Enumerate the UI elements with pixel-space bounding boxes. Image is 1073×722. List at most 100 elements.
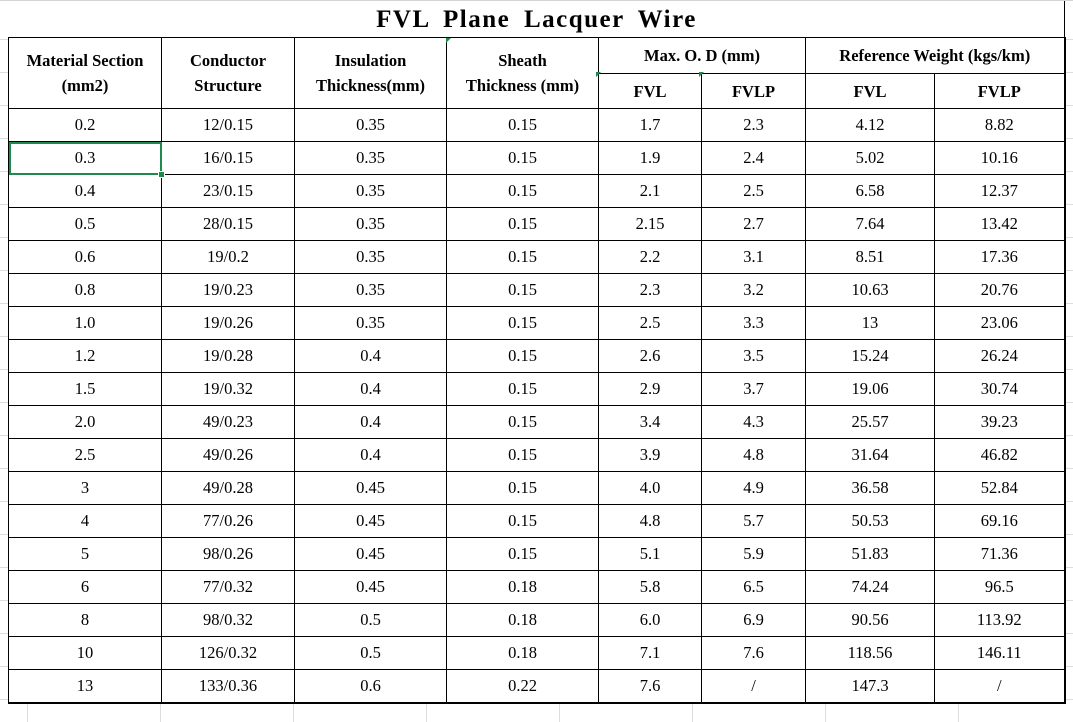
cell-sheath-thickness[interactable]: 0.15: [446, 273, 599, 307]
cell-od-fvlp[interactable]: 3.1: [701, 240, 806, 274]
cell-conductor-structure[interactable]: 77/0.26: [161, 504, 295, 538]
cell-od-fvlp[interactable]: 7.6: [701, 636, 806, 670]
cell-sheath-thickness[interactable]: 0.18: [446, 603, 599, 637]
cell-od-fvl[interactable]: 4.8: [598, 504, 702, 538]
header-sheath-thickness[interactable]: Sheath Thickness (mm): [446, 37, 599, 109]
cell-insulation-thickness[interactable]: 0.5: [294, 636, 447, 670]
cell-od-fvl[interactable]: 6.0: [598, 603, 702, 637]
cell-conductor-structure[interactable]: 16/0.15: [161, 141, 295, 175]
cell-conductor-structure[interactable]: 77/0.32: [161, 570, 295, 604]
cell-weight-fvl[interactable]: 50.53: [805, 504, 935, 538]
cell-material-section[interactable]: 1.0: [8, 306, 162, 340]
cell-material-section[interactable]: 10: [8, 636, 162, 670]
cell-material-section[interactable]: 0.2: [8, 108, 162, 142]
header-conductor-structure[interactable]: Conductor Structure: [161, 37, 295, 109]
cell-material-section[interactable]: 0.4: [8, 174, 162, 208]
cell-weight-fvlp[interactable]: 113.92: [933, 603, 1066, 637]
cell-weight-fvlp[interactable]: 12.37: [933, 174, 1066, 208]
cell-od-fvlp[interactable]: 6.5: [701, 570, 806, 604]
cell-sheath-thickness[interactable]: 0.18: [446, 570, 599, 604]
cell-insulation-thickness[interactable]: 0.5: [294, 603, 447, 637]
cell-sheath-thickness[interactable]: 0.15: [446, 372, 599, 406]
header-weight-fvlp[interactable]: FVLP: [933, 73, 1066, 109]
cell-weight-fvl[interactable]: 7.64: [805, 207, 935, 241]
cell-weight-fvlp[interactable]: 8.82: [933, 108, 1066, 142]
cell-weight-fvlp[interactable]: /: [933, 669, 1066, 704]
cell-od-fvlp[interactable]: 2.3: [701, 108, 806, 142]
cell-insulation-thickness[interactable]: 0.4: [294, 339, 447, 373]
cell-od-fvl[interactable]: 3.4: [598, 405, 702, 439]
cell-weight-fvlp[interactable]: 146.11: [933, 636, 1066, 670]
header-material-section[interactable]: Material Section (mm2): [8, 37, 162, 109]
cell-material-section[interactable]: 3: [8, 471, 162, 505]
cell-weight-fvlp[interactable]: 17.36: [933, 240, 1066, 274]
cell-od-fvlp[interactable]: 6.9: [701, 603, 806, 637]
cell-od-fvlp[interactable]: 2.5: [701, 174, 806, 208]
cell-weight-fvlp[interactable]: 46.82: [933, 438, 1066, 472]
cell-conductor-structure[interactable]: 19/0.26: [161, 306, 295, 340]
cell-insulation-thickness[interactable]: 0.35: [294, 174, 447, 208]
cell-sheath-thickness[interactable]: 0.15: [446, 174, 599, 208]
cell-weight-fvlp[interactable]: 20.76: [933, 273, 1066, 307]
cell-sheath-thickness[interactable]: 0.15: [446, 207, 599, 241]
cell-weight-fvl[interactable]: 4.12: [805, 108, 935, 142]
cell-insulation-thickness[interactable]: 0.4: [294, 438, 447, 472]
cell-weight-fvlp[interactable]: 10.16: [933, 141, 1066, 175]
cell-sheath-thickness[interactable]: 0.15: [446, 240, 599, 274]
cell-weight-fvl[interactable]: 90.56: [805, 603, 935, 637]
cell-material-section[interactable]: 5: [8, 537, 162, 571]
cell-od-fvlp[interactable]: 4.3: [701, 405, 806, 439]
cell-sheath-thickness[interactable]: 0.15: [446, 537, 599, 571]
cell-conductor-structure[interactable]: 133/0.36: [161, 669, 295, 704]
cell-insulation-thickness[interactable]: 0.6: [294, 669, 447, 704]
cell-od-fvlp[interactable]: 3.7: [701, 372, 806, 406]
cell-od-fvl[interactable]: 5.8: [598, 570, 702, 604]
cell-od-fvl[interactable]: 2.6: [598, 339, 702, 373]
header-max-od[interactable]: Max. O. D (mm): [598, 37, 806, 74]
cell-weight-fvlp[interactable]: 52.84: [933, 471, 1066, 505]
header-weight-fvl[interactable]: FVL: [805, 73, 935, 109]
cell-insulation-thickness[interactable]: 0.35: [294, 141, 447, 175]
header-reference-weight[interactable]: Reference Weight (kgs/km): [804, 37, 1066, 74]
cell-weight-fvl[interactable]: 5.02: [805, 141, 935, 175]
cell-sheath-thickness[interactable]: 0.15: [446, 306, 599, 340]
cell-weight-fvl[interactable]: 6.58: [805, 174, 935, 208]
cell-conductor-structure[interactable]: 19/0.2: [161, 240, 295, 274]
header-od-fvl[interactable]: FVL: [598, 73, 702, 109]
cell-weight-fvl[interactable]: 51.83: [805, 537, 935, 571]
cell-conductor-structure[interactable]: 49/0.23: [161, 405, 295, 439]
cell-sheath-thickness[interactable]: 0.15: [446, 504, 599, 538]
cell-sheath-thickness[interactable]: 0.15: [446, 405, 599, 439]
cell-od-fvl[interactable]: 3.9: [598, 438, 702, 472]
cell-od-fvlp[interactable]: 2.7: [701, 207, 806, 241]
cell-conductor-structure[interactable]: 28/0.15: [161, 207, 295, 241]
cell-od-fvl[interactable]: 2.3: [598, 273, 702, 307]
cell-weight-fvlp[interactable]: 23.06: [933, 306, 1066, 340]
header-od-fvlp[interactable]: FVLP: [701, 73, 806, 109]
cell-weight-fvl[interactable]: 74.24: [805, 570, 935, 604]
cell-weight-fvl[interactable]: 8.51: [805, 240, 935, 274]
cell-weight-fvlp[interactable]: 96.5: [933, 570, 1066, 604]
cell-material-section[interactable]: 2.0: [8, 405, 162, 439]
cell-sheath-thickness[interactable]: 0.15: [446, 339, 599, 373]
cell-insulation-thickness[interactable]: 0.45: [294, 471, 447, 505]
cell-weight-fvl[interactable]: 15.24: [805, 339, 935, 373]
sheet-title[interactable]: FVL Plane Lacquer Wire: [0, 0, 1073, 38]
cell-material-section[interactable]: 0.6: [8, 240, 162, 274]
cell-od-fvl[interactable]: 1.9: [598, 141, 702, 175]
cell-weight-fvlp[interactable]: 71.36: [933, 537, 1066, 571]
cell-insulation-thickness[interactable]: 0.35: [294, 240, 447, 274]
cell-od-fvlp[interactable]: 5.7: [701, 504, 806, 538]
cell-material-section[interactable]: 2.5: [8, 438, 162, 472]
cell-od-fvlp[interactable]: 4.9: [701, 471, 806, 505]
cell-weight-fvl[interactable]: 36.58: [805, 471, 935, 505]
header-insulation-thickness[interactable]: Insulation Thickness(mm): [294, 37, 447, 109]
cell-weight-fvl[interactable]: 147.3: [805, 669, 935, 704]
cell-conductor-structure[interactable]: 19/0.32: [161, 372, 295, 406]
cell-material-section[interactable]: 0.5: [8, 207, 162, 241]
cell-od-fvl[interactable]: 2.5: [598, 306, 702, 340]
cell-od-fvl[interactable]: 2.15: [598, 207, 702, 241]
cell-sheath-thickness[interactable]: 0.15: [446, 438, 599, 472]
cell-weight-fvl[interactable]: 25.57: [805, 405, 935, 439]
cell-material-section[interactable]: 0.8: [8, 273, 162, 307]
